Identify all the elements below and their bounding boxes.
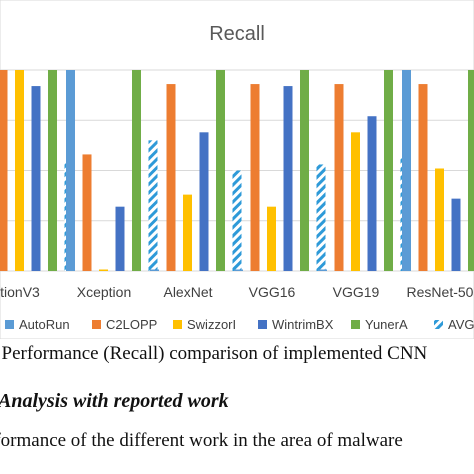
body-text: rformance of the different work in the a… [0, 430, 403, 451]
x-tick-labels: tionV3 Xception AlexNet VGG16 VGG19 ResNet-50 [0, 284, 474, 300]
bar-wintrimbx-alexnet [199, 132, 209, 271]
figure-caption: . Performance (Recall) comparison of imp… [0, 343, 428, 364]
bar-c2lopp-vgg19 [334, 84, 344, 271]
bars [0, 70, 474, 271]
legend-swatch-c2lopp [92, 320, 101, 329]
legend-label-autorun: AutoRun [19, 317, 70, 332]
legend-swatch-wintrimbx [258, 320, 267, 329]
bar-avg-alexnet [232, 170, 242, 271]
section-heading: Analysis with reported work [0, 390, 229, 412]
bar-avg-vgg16 [316, 164, 326, 271]
chart-title: Recall [209, 23, 265, 45]
legend-label-avg: AVG [448, 317, 474, 332]
x-tick-label: Xception [77, 284, 131, 300]
bar-autorun-xception [66, 70, 75, 271]
x-tick-label: ResNet-50 [407, 284, 474, 300]
bar-wintrimbx-vgg19 [367, 116, 377, 271]
bar-yunera-inceptionv3 [48, 70, 57, 271]
legend-label-yunera: YunerA [365, 317, 408, 332]
bar-wintrimbx-vgg16 [283, 86, 293, 271]
chart-frame [0, 0, 474, 339]
bar-swizzori-xception [99, 269, 108, 271]
x-tick-label: tionV3 [0, 284, 40, 300]
legend-swatch-avg [434, 320, 443, 329]
bar-c2lopp-alexnet [166, 84, 176, 271]
bar-autorun-resnet-50 [402, 70, 411, 271]
bar-swizzori-inceptionv3 [15, 70, 24, 271]
recall-chart-svg: Recall tionV3 Xception AlexNet VGG16 VGG19 Re… [0, 0, 474, 339]
legend-label-swizzori: SwizzorI [187, 317, 236, 332]
bar-yunera-xception [132, 70, 141, 271]
bar-yunera-alexnet [216, 70, 225, 271]
legend-label-wintrimbx: WintrimBX [272, 317, 334, 332]
bar-avg-xception [148, 140, 158, 271]
legend-swatch-swizzori [173, 320, 182, 329]
bar-yunera-vgg19 [384, 70, 393, 271]
bar-swizzori-alexnet [183, 194, 192, 271]
bar-autorun-vgg16 [234, 269, 243, 271]
bar-wintrimbx-xception [115, 206, 125, 271]
x-tick-label: AlexNet [163, 284, 212, 300]
bar-c2lopp-xception [82, 154, 92, 271]
bar-c2lopp-inceptionv3 [0, 70, 8, 271]
legend: AutoRun C2LOPP SwizzorI WintrimBX YunerA AVG [5, 317, 474, 332]
bar-wintrimbx-resnet-50 [451, 198, 461, 271]
bar-swizzori-vgg19 [351, 132, 360, 271]
x-tick-label: VGG16 [249, 284, 296, 300]
legend-swatch-yunera [351, 320, 360, 329]
bar-yunera-vgg16 [300, 70, 309, 271]
bar-autorun-vgg19 [318, 269, 327, 271]
bar-swizzori-vgg16 [267, 206, 276, 271]
bar-c2lopp-resnet-50 [418, 84, 428, 271]
bar-yunera-resnet-50 [468, 70, 474, 271]
legend-swatch-autorun [5, 320, 14, 329]
bar-swizzori-resnet-50 [435, 168, 444, 271]
legend-label-c2lopp: C2LOPP [106, 317, 157, 332]
recall-chart: Recall tionV3 Xception AlexNet VGG16 VGG19 Re… [0, 0, 474, 339]
bar-autorun-alexnet [150, 269, 159, 271]
x-tick-label: VGG19 [333, 284, 380, 300]
bar-c2lopp-vgg16 [250, 84, 260, 271]
bar-wintrimbx-inceptionv3 [31, 86, 41, 271]
